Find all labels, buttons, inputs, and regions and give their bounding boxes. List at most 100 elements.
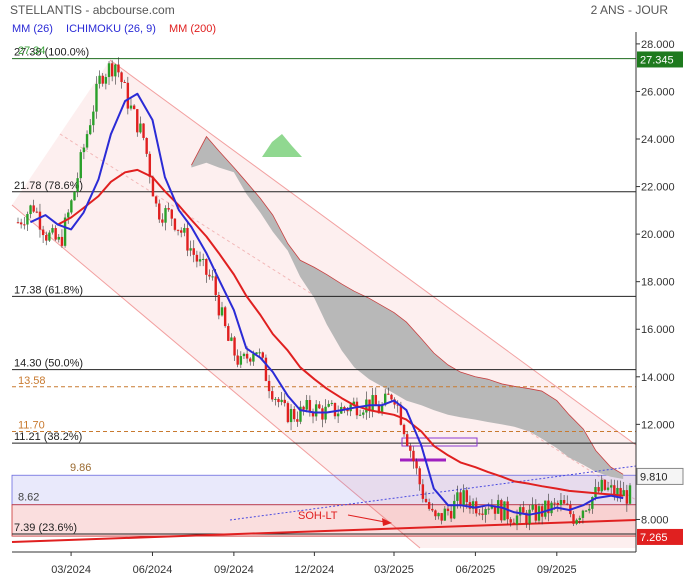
candle-body bbox=[110, 63, 114, 77]
candle-body bbox=[217, 294, 221, 316]
candle-body bbox=[578, 517, 581, 520]
candle-body bbox=[550, 502, 553, 514]
candle-body bbox=[70, 200, 73, 213]
candle-body bbox=[60, 236, 64, 246]
candles-group bbox=[16, 57, 632, 531]
candle-body bbox=[35, 211, 39, 213]
candle-body bbox=[443, 508, 447, 521]
candle-body bbox=[606, 487, 610, 490]
candle-body bbox=[85, 134, 89, 148]
candle-body bbox=[352, 401, 356, 405]
candle-body bbox=[575, 519, 578, 524]
candle-body bbox=[459, 492, 462, 506]
candle-body bbox=[412, 450, 415, 462]
resistance-zone bbox=[11, 474, 637, 506]
resistance-trendline bbox=[229, 465, 637, 521]
candle-body bbox=[556, 502, 560, 506]
candle-body bbox=[302, 406, 305, 410]
candle-body bbox=[208, 274, 211, 277]
candle-body bbox=[318, 404, 321, 409]
candle-body bbox=[572, 514, 575, 524]
candle-body bbox=[625, 490, 629, 504]
fib-level-label: 21.78 (78.6%) bbox=[14, 180, 83, 192]
candle-body bbox=[201, 258, 205, 260]
candle-body bbox=[336, 413, 340, 417]
chart-period: 2 ANS - JOUR bbox=[590, 3, 668, 17]
candle-body bbox=[205, 258, 208, 275]
senkou-span-a-line bbox=[191, 135, 624, 475]
price-tag bbox=[637, 528, 683, 545]
candle-body bbox=[51, 228, 54, 233]
candle-body bbox=[594, 487, 597, 498]
candle-body bbox=[104, 77, 108, 84]
price-tag-label: 7.265 bbox=[640, 532, 668, 544]
candle-body bbox=[525, 512, 528, 524]
candle-body bbox=[544, 500, 547, 517]
candle-body bbox=[584, 510, 588, 512]
annotation-arrowhead bbox=[382, 518, 392, 526]
candle-body bbox=[440, 513, 443, 521]
y-tick-label: 12.000 bbox=[641, 419, 675, 431]
x-tick-label: 06/2024 bbox=[133, 564, 173, 576]
candle-body bbox=[274, 398, 277, 400]
candle-body bbox=[409, 445, 412, 451]
candle-body bbox=[531, 504, 534, 510]
candle-body bbox=[292, 409, 296, 420]
y-tick-label: 20.000 bbox=[641, 229, 675, 241]
candle-body bbox=[487, 508, 490, 510]
candle-body bbox=[387, 393, 390, 395]
candle-body bbox=[286, 403, 290, 423]
fib-level-label: 27.38 (100.0%) bbox=[14, 47, 89, 59]
candle-body bbox=[57, 236, 60, 240]
candle-body bbox=[609, 485, 613, 488]
price-tag bbox=[636, 467, 684, 485]
candle-body bbox=[597, 487, 600, 492]
candle-body bbox=[114, 64, 117, 77]
fib-level-label: 7.39 (23.6%) bbox=[14, 522, 77, 534]
candle-body bbox=[559, 500, 563, 506]
x-tick-label: 03/2025 bbox=[374, 564, 414, 576]
zone-label-upper: 9.86 bbox=[70, 462, 91, 474]
candle-body bbox=[415, 461, 418, 469]
candle-body bbox=[456, 492, 459, 501]
candle-body bbox=[562, 500, 566, 504]
mm26-line bbox=[29, 92, 624, 516]
candle-body bbox=[522, 507, 525, 513]
candle-body bbox=[493, 506, 497, 514]
candle-body bbox=[296, 419, 299, 422]
channel-upper-line bbox=[109, 59, 637, 446]
candle-body bbox=[227, 326, 230, 341]
candle-body bbox=[223, 307, 227, 327]
candle-body bbox=[402, 424, 406, 435]
legend-mm200[interactable]: MM (200) bbox=[168, 23, 216, 35]
candle-body bbox=[255, 352, 258, 354]
candle-body bbox=[252, 353, 255, 362]
candle-body bbox=[481, 513, 484, 515]
candle-body bbox=[95, 83, 98, 112]
candle-body bbox=[220, 307, 224, 316]
dashed-level-label: 11.70 bbox=[18, 419, 45, 431]
candle-body bbox=[280, 399, 283, 403]
legend-mm26[interactable]: MM (26) bbox=[12, 23, 53, 35]
gap-zone-box bbox=[401, 437, 478, 447]
candle-body bbox=[371, 395, 374, 411]
candle-body bbox=[424, 498, 428, 503]
indicator-legend: MM (26) ICHIMOKU (26, 9) MM (200) bbox=[12, 23, 226, 35]
legend-ichimoku[interactable]: ICHIMOKU (26, 9) bbox=[66, 23, 156, 35]
y-tick-label: 26.000 bbox=[641, 86, 675, 98]
candle-body bbox=[462, 490, 465, 506]
candle-body bbox=[588, 508, 591, 511]
candle-body bbox=[258, 352, 261, 354]
candle-body bbox=[189, 248, 192, 251]
candle-body bbox=[374, 395, 377, 406]
channel-lower-line bbox=[11, 204, 421, 549]
candle-body bbox=[434, 510, 437, 517]
candle-body bbox=[390, 394, 393, 400]
x-tick-label: 12/2024 bbox=[295, 564, 335, 576]
candle-body bbox=[142, 123, 145, 138]
candle-body bbox=[195, 254, 199, 262]
candle-body bbox=[98, 75, 101, 84]
candle-body bbox=[468, 502, 472, 509]
dashed-level-label: 13.58 bbox=[18, 375, 46, 387]
